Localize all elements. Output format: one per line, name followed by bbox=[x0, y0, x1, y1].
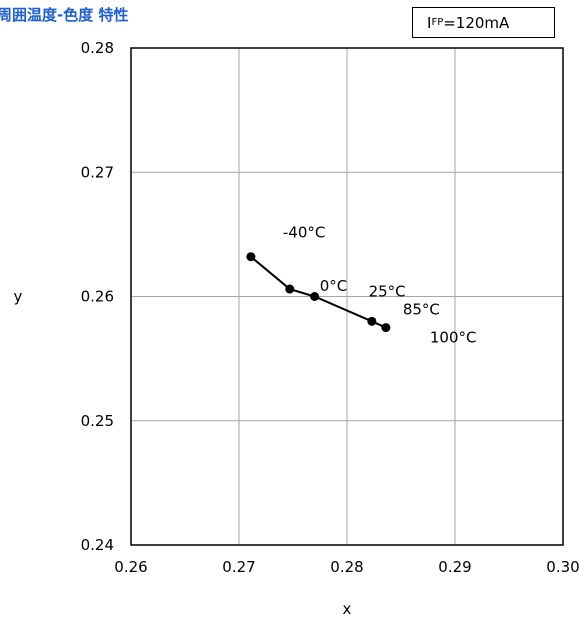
x-tick-label: 0.27 bbox=[222, 558, 255, 576]
y-tick-label: 0.27 bbox=[81, 163, 114, 181]
y-tick-label: 0.26 bbox=[81, 288, 114, 306]
x-tick-label: 0.26 bbox=[114, 558, 147, 576]
data-point bbox=[310, 292, 320, 301]
point-labels: -40°C 0°C 25°C85°C 100°C bbox=[283, 224, 477, 347]
grid-lines bbox=[131, 48, 563, 545]
x-tick-labels: 0.26 0.27 0.28 0.29 0.30 bbox=[114, 558, 579, 576]
x-tick-label: 0.30 bbox=[546, 558, 579, 576]
x-tick-label: 0.28 bbox=[330, 558, 363, 576]
data-point bbox=[367, 316, 377, 326]
data-label: 0°C bbox=[320, 277, 348, 295]
condition-subscript: FP bbox=[431, 17, 444, 28]
data-label: 85°C bbox=[403, 300, 440, 318]
data-point bbox=[381, 323, 391, 333]
y-tick-label: 0.25 bbox=[81, 412, 114, 430]
series-line bbox=[250, 255, 387, 329]
y-axis-label: y bbox=[14, 288, 23, 306]
condition-value: =120mA bbox=[443, 13, 510, 32]
data-points bbox=[246, 252, 391, 333]
data-point bbox=[285, 284, 295, 294]
data-point bbox=[246, 252, 256, 262]
condition-box: I FP =120mA bbox=[412, 7, 555, 38]
condition-symbol: I bbox=[427, 13, 432, 32]
y-tick-labels: 0.24 0.25 0.26 0.27 0.28 bbox=[81, 39, 114, 554]
chart-title: 周囲温度-色度 特性 bbox=[0, 6, 129, 24]
data-label: 100°C bbox=[430, 329, 477, 347]
data-label: -40°C bbox=[283, 224, 325, 242]
data-label: 25°C bbox=[369, 283, 406, 301]
y-tick-label: 0.24 bbox=[81, 536, 114, 554]
x-axis-label: x bbox=[343, 600, 352, 618]
plot-frame bbox=[130, 47, 564, 546]
y-tick-label: 0.28 bbox=[81, 39, 114, 57]
x-tick-label: 0.29 bbox=[438, 558, 471, 576]
